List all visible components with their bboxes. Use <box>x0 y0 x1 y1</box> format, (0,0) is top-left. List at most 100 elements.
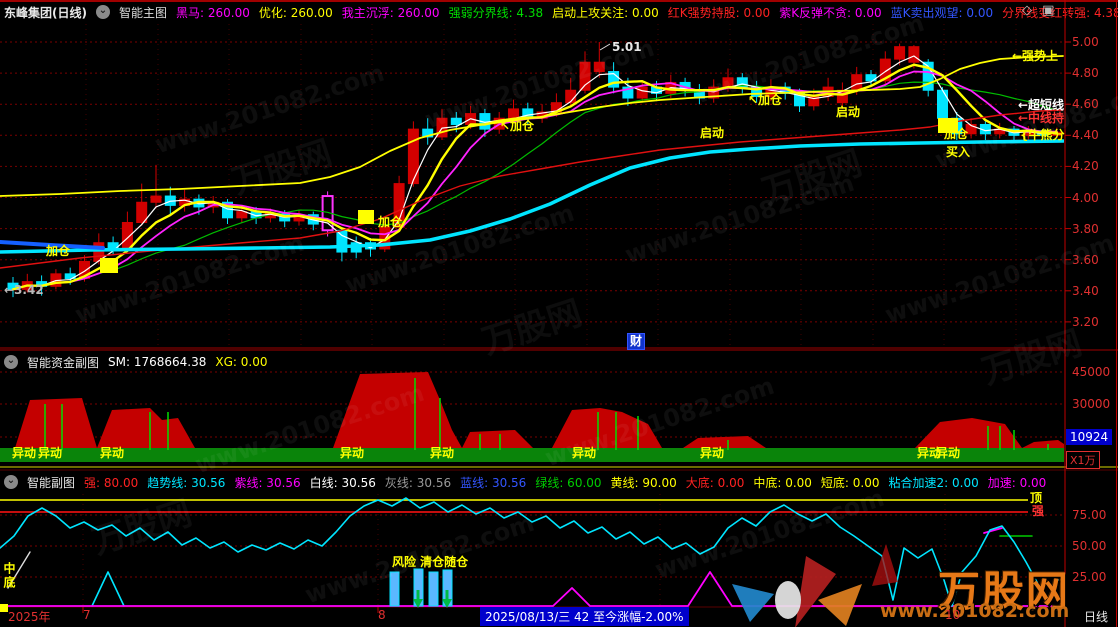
indicator-value: 黄线: 90.00 <box>610 475 677 490</box>
timeline-month-tick: 10 <box>945 608 961 622</box>
chevron-circle-icon[interactable]: ⌄ <box>95 5 110 19</box>
main-axis-label: 3.60 <box>1072 252 1099 267</box>
sub-axis-label: 50.00 <box>1072 539 1107 553</box>
sell-arrow-icon <box>442 599 452 608</box>
indicator-value: SM: 1768664.38 <box>108 355 207 369</box>
fund-current-value: 10924 <box>1066 429 1113 445</box>
indicator-value: 黑马: 260.00 <box>176 5 250 20</box>
indicator-value: 强弱分界线: 4.38 <box>448 5 544 20</box>
sub-signal-bar <box>389 571 400 607</box>
main-chart-annotation: ←强势上 <box>1012 49 1059 63</box>
indicator-value: 紫K反弹不贪: 0.00 <box>779 5 882 20</box>
indicator-value: 趋势线: 30.56 <box>147 475 226 490</box>
fund-mountain <box>15 398 97 456</box>
window-layout-icon[interactable]: ▣ <box>1042 3 1055 18</box>
main-chart-annotation: {牛熊分 <box>1020 128 1065 142</box>
period-label[interactable]: 日线 <box>1084 610 1109 624</box>
indicator-value: 中底: 0.00 <box>753 475 812 490</box>
chevron-circle-icon[interactable]: ⌄ <box>4 355 18 369</box>
fund-indicator-values: SM: 1768664.38 XG: 0.00 <box>108 355 276 369</box>
sub-axis-label: 25.00 <box>1072 570 1107 584</box>
diamond-icon[interactable]: ◇ <box>1022 3 1032 18</box>
chevron-circle-icon[interactable]: ⌄ <box>4 475 18 489</box>
fund-alert-label: 异动 <box>700 446 725 460</box>
fund-mountain <box>333 372 462 456</box>
fund-alert-label: 异动 <box>340 446 365 460</box>
main-chart-annotation: ←3.42 <box>4 283 44 297</box>
sub-top-label: 顶 <box>1030 491 1043 505</box>
indicator-value: 灰线: 30.56 <box>384 475 452 490</box>
main-chart-annotation: 加仓 <box>46 244 71 258</box>
timeline-month-tick: 8 <box>378 608 386 622</box>
sub-left-label: 中底 <box>2 562 16 590</box>
fund-alert-label: 异动 <box>38 446 63 460</box>
window-top-border <box>0 0 1118 2</box>
indicator-value: 粘合加速2: 0.00 <box>888 475 979 490</box>
fund-alert-label: 异动 <box>936 446 961 460</box>
indicator-value: 大底: 0.00 <box>685 475 745 490</box>
main-chart-annotation: ↖加仓 <box>500 119 535 133</box>
fund-alert-label: 异动 <box>12 446 37 460</box>
fund-indicator-name[interactable]: 智能资金副图 <box>27 355 100 370</box>
fund-alert-label: 异动 <box>572 446 597 460</box>
indicator-value: 加速: 0.00 <box>987 475 1047 490</box>
sub-axis-label: 75.00 <box>1072 508 1107 522</box>
risk-warning-label: 风险 清仓随仓 <box>392 555 469 569</box>
indicator-value: 紫线: 30.56 <box>234 475 301 490</box>
indicator-value: 蓝K卖出观望: 0.00 <box>890 5 994 20</box>
indicator-value: 强: 80.00 <box>84 475 139 490</box>
fund-axis-label: 45000 <box>1072 365 1111 379</box>
indicator-value: XG: 0.00 <box>215 355 268 369</box>
main-chart-annotation: 启动 <box>700 126 725 140</box>
main-chart-annotation: 启动 <box>836 105 861 119</box>
timeline-year: 2025年 <box>8 610 51 624</box>
sub-indicator-name[interactable]: 智能副图 <box>27 475 76 490</box>
fund-base-strip <box>0 448 1064 462</box>
main-axis-label: 4.20 <box>1072 159 1099 174</box>
main-axis-label: 4.00 <box>1072 190 1099 205</box>
main-chart-annotation: 买入 <box>946 145 971 159</box>
indicator-value: 优化: 260.00 <box>258 5 333 20</box>
indicator-value: 蓝线: 30.56 <box>460 475 527 490</box>
timeline-month-tick: 7 <box>83 608 91 622</box>
fund-alert-label: 异动 <box>917 446 942 460</box>
main-chart-header: 东峰集团(日线) ⌄ 智能主图 黑马: 260.00 优化: 260.00 我主沉浮… <box>4 3 1118 21</box>
watermark-brand: 万股网 <box>938 567 1071 616</box>
header-icons: ◇ ▣ <box>1022 3 1060 18</box>
watermark-mascot <box>732 544 898 627</box>
indicator-value: 白线: 30.56 <box>309 475 376 490</box>
main-axis-label: 5.00 <box>1072 35 1099 49</box>
fund-alert-label: 异动 <box>100 446 125 460</box>
indicator-value: 启动上攻关注: 0.00 <box>552 5 659 20</box>
main-chart-annotation: ←中线持 <box>1018 111 1065 125</box>
fund-unit-label: X1万 <box>1066 451 1100 469</box>
fund-mountain <box>97 408 195 456</box>
main-indicator-values: 黑马: 260.00 优化: 260.00 我主沉浮: 260.00 强弱分界线: 4… <box>176 4 1118 21</box>
main-chart-annotation: 加仓 <box>378 215 403 229</box>
fund-alert-label: 异动 <box>430 446 455 460</box>
sub-strong-label: 强 <box>1032 504 1045 518</box>
sell-arrow-icon <box>413 599 423 608</box>
main-axis-label: 3.20 <box>1072 314 1099 329</box>
main-axis-label: 3.40 <box>1072 283 1099 298</box>
main-axis-label: 4.40 <box>1072 128 1099 143</box>
main-chart-annotation: 5.01 <box>612 40 642 54</box>
main-chart-annotation: 财 <box>627 333 646 350</box>
main-chart-annotation: 加仓 <box>944 127 969 141</box>
main-axis-label: 4.80 <box>1072 66 1099 81</box>
main-axis-label: 3.80 <box>1072 221 1099 236</box>
timeline-date-highlight: 2025/08/13/三 42 至今涨幅-2.00% <box>480 607 689 626</box>
main-chart-annotation: ←超短线 <box>1018 98 1065 112</box>
watermark-site: www.201082.com <box>880 600 1070 622</box>
indicator-value: 红K强势持股: 0.00 <box>667 5 771 20</box>
fund-axis-label: 30000 <box>1072 397 1111 411</box>
sub-signal-bar <box>428 571 439 607</box>
main-chart-annotation: ↖加仓 <box>748 93 783 107</box>
fund-mountain <box>915 418 1022 456</box>
main-indicator-name[interactable]: 智能主图 <box>118 5 167 20</box>
main-price-chart <box>0 42 1064 298</box>
sub-panel-header: ⌄ 智能副图 强: 80.00 趋势线: 30.56 紫线: 30.56 白线: 30… <box>4 473 1064 491</box>
indicator-value: 绿线: 60.00 <box>535 475 602 490</box>
